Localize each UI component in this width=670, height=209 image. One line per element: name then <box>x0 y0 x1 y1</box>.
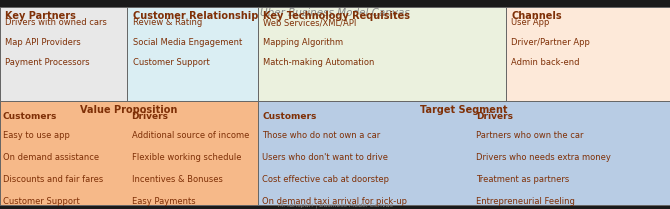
Text: Review & Rating: Review & Rating <box>133 18 202 27</box>
Text: Web Services/XML/API: Web Services/XML/API <box>263 18 356 27</box>
Text: Map API Providers: Map API Providers <box>5 38 81 47</box>
Text: Admin back-end: Admin back-end <box>511 58 580 67</box>
Text: Flexible working schedule: Flexible working schedule <box>131 153 241 162</box>
Text: Customer Support: Customer Support <box>3 197 79 206</box>
Text: Key Partners: Key Partners <box>5 11 76 21</box>
Text: Customers: Customers <box>262 112 316 121</box>
Text: Driver/Partner App: Driver/Partner App <box>511 38 590 47</box>
Bar <box>0 101 258 205</box>
Text: Incentives & Bonuses: Incentives & Bonuses <box>131 175 222 184</box>
Text: Value Proposition: Value Proposition <box>80 105 178 115</box>
Text: Discounts and fair fares: Discounts and fair fares <box>3 175 103 184</box>
Bar <box>506 7 670 101</box>
Text: Easy Payments: Easy Payments <box>131 197 195 206</box>
Text: Users who don't want to drive: Users who don't want to drive <box>262 153 388 162</box>
Text: Channels: Channels <box>511 11 562 21</box>
Bar <box>258 101 670 205</box>
Text: Customer Support: Customer Support <box>133 58 210 67</box>
Bar <box>258 7 506 101</box>
Text: Partners who own the car: Partners who own the car <box>476 131 584 140</box>
Text: M. Idrispuri | Business Model Canvas: M. Idrispuri | Business Model Canvas <box>277 203 393 208</box>
Text: Uber Business Model Canvas: Uber Business Model Canvas <box>260 8 410 18</box>
Text: Target Segment: Target Segment <box>420 105 508 115</box>
Text: On demand taxi arrival for pick-up: On demand taxi arrival for pick-up <box>262 197 407 206</box>
Text: Social Media Engagement: Social Media Engagement <box>133 38 242 47</box>
Text: Easy to use app: Easy to use app <box>3 131 70 140</box>
Text: Entrepreneurial Feeling: Entrepreneurial Feeling <box>476 197 576 206</box>
Text: Drivers who needs extra money: Drivers who needs extra money <box>476 153 611 162</box>
Text: Mapping Algorithm: Mapping Algorithm <box>263 38 344 47</box>
Text: Drivers: Drivers <box>476 112 513 121</box>
Text: Drivers with owned cars: Drivers with owned cars <box>5 18 107 27</box>
Text: Those who do not own a car: Those who do not own a car <box>262 131 381 140</box>
Text: On demand assistance: On demand assistance <box>3 153 98 162</box>
Bar <box>127 7 258 101</box>
Text: Drivers: Drivers <box>131 112 169 121</box>
Text: Additional source of income: Additional source of income <box>131 131 249 140</box>
Text: Treatment as partners: Treatment as partners <box>476 175 570 184</box>
Text: Customers: Customers <box>3 112 57 121</box>
Text: User App: User App <box>511 18 549 27</box>
Text: Cost effective cab at doorstep: Cost effective cab at doorstep <box>262 175 389 184</box>
Bar <box>0 7 127 101</box>
Text: Payment Processors: Payment Processors <box>5 58 90 67</box>
Text: Key Technology Requisites: Key Technology Requisites <box>263 11 410 21</box>
Text: Match-making Automation: Match-making Automation <box>263 58 375 67</box>
Text: Customer Relationship: Customer Relationship <box>133 11 258 21</box>
